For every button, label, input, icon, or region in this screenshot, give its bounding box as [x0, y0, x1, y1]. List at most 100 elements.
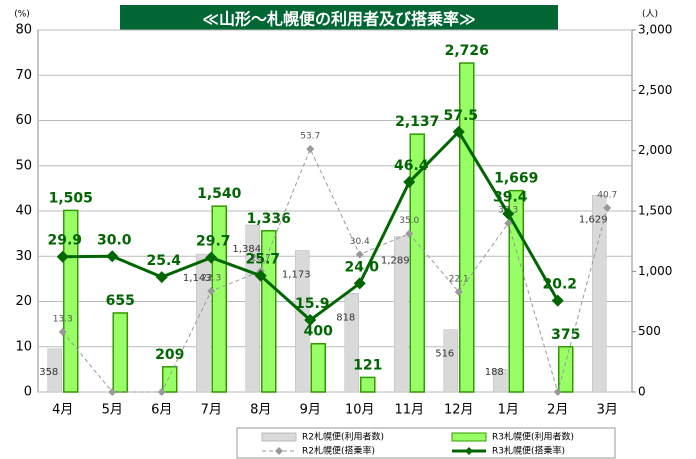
x-tick-label: 6月: [151, 403, 172, 418]
x-tick-label: 9月: [300, 403, 321, 418]
bar: [261, 230, 277, 393]
line-value-label: 22.1: [449, 274, 469, 284]
marker: [504, 219, 513, 228]
bar: [47, 348, 62, 393]
y-tick-label: 60: [15, 113, 32, 128]
marker: [157, 388, 166, 396]
bar-value-label: 121: [353, 357, 382, 373]
x-tick-label: 1月: [498, 403, 519, 418]
legend-label: R3札幌便(利用者数): [492, 431, 574, 443]
bar-value-label: 1,540: [197, 186, 242, 202]
bar: [558, 346, 574, 393]
bar: [459, 62, 475, 393]
line-value-label: 57.5: [443, 108, 478, 124]
bar-value-label: 1,143: [183, 273, 212, 284]
legend-label: R3札幌便(搭乗率): [492, 445, 565, 457]
line-value-label: 13.3: [53, 314, 73, 324]
line-value-label: 24.0: [344, 259, 379, 275]
bar-value-label: 2,137: [395, 114, 439, 130]
bar-value-label: 1,629: [579, 214, 608, 225]
bar: [360, 376, 376, 393]
marker: [155, 271, 168, 284]
marker: [502, 207, 515, 220]
marker: [254, 269, 267, 282]
x-tick-label: 2月: [547, 403, 568, 418]
line-value-label: 53.7: [300, 132, 320, 142]
y-axis-label: (%): [14, 10, 30, 20]
bar-value-label: 818: [336, 312, 355, 323]
bar: [211, 205, 227, 393]
marker: [403, 176, 416, 189]
y2-tick-label: 1,500: [638, 204, 672, 218]
bar-value-label: 655: [106, 293, 135, 309]
marker: [207, 287, 216, 296]
y2-axis-label: (人): [642, 9, 658, 20]
y-tick-label: 30: [15, 249, 32, 264]
y2-tick-label: 2,000: [638, 143, 672, 157]
bar: [245, 224, 260, 393]
bar-value-label: 209: [155, 347, 184, 363]
bar: [112, 312, 128, 393]
bar-value-label: 188: [485, 367, 504, 378]
bar: [493, 369, 508, 393]
line-value-label: 30.0: [97, 232, 132, 248]
y-tick-label: 20: [15, 294, 32, 309]
bar: [409, 133, 425, 393]
bar-value-label: 1,173: [282, 269, 311, 280]
legend-box: [236, 427, 616, 459]
y-tick-label: 50: [15, 158, 32, 173]
line-value-label: 20.2: [542, 277, 577, 293]
x-tick-label: 8月: [250, 403, 271, 418]
marker: [405, 229, 414, 238]
y2-tick-label: 3,000: [638, 23, 672, 37]
line-value-label: 46.4: [394, 158, 429, 174]
marker: [205, 251, 218, 264]
bar: [196, 253, 211, 393]
bar-value-label: 1,289: [381, 255, 410, 266]
line-value-label: 26.7: [251, 254, 271, 264]
bar-value-label: 375: [551, 327, 580, 343]
bar-value-label: 2,726: [445, 43, 489, 59]
x-tick-label: 10月: [345, 403, 375, 418]
marker: [108, 388, 117, 396]
legend-marker: [275, 447, 283, 455]
marker: [306, 145, 315, 154]
x-tick-label: 5月: [102, 403, 123, 418]
x-tick-label: 4月: [52, 403, 73, 418]
marker: [353, 277, 366, 290]
y2-tick-label: 0: [638, 385, 646, 399]
y2-tick-label: 2,500: [638, 83, 672, 97]
line-value-label: 29.9: [47, 233, 82, 249]
y-tick-label: 80: [15, 23, 32, 38]
legend-swatch: [451, 432, 487, 442]
line-value-label: 30.4: [350, 237, 370, 247]
line-value-label: 15.9: [295, 296, 330, 312]
y2-tick-label: 1,000: [638, 264, 672, 278]
marker: [58, 327, 67, 336]
marker: [551, 294, 564, 307]
y-tick-label: 0: [24, 385, 32, 400]
x-tick-label: 12月: [444, 403, 474, 418]
bar-value-label: 358: [39, 367, 58, 378]
marker: [106, 250, 119, 263]
line-value-label: 40.7: [597, 190, 617, 200]
line: [62, 147, 608, 394]
bar-value-label: 516: [435, 349, 454, 360]
x-tick-label: 11月: [394, 403, 424, 418]
legend-marker: [465, 447, 473, 455]
chart-title: ≪山形～札幌便の利用者及び搭乗率≫: [202, 10, 476, 29]
bar: [443, 329, 458, 393]
bar: [592, 195, 607, 393]
y2-tick-label: 500: [638, 324, 661, 338]
bar: [394, 236, 409, 393]
legend-label: R2札幌便(利用者数): [302, 431, 384, 443]
line-value-label: 39.4: [493, 190, 528, 206]
marker: [454, 287, 463, 296]
marker: [304, 314, 317, 327]
marker: [56, 250, 69, 263]
bar-value-label: 1,384: [232, 244, 261, 255]
legend-swatch: [261, 432, 297, 442]
marker: [452, 125, 465, 138]
line-value-label: 22.3: [201, 274, 221, 284]
